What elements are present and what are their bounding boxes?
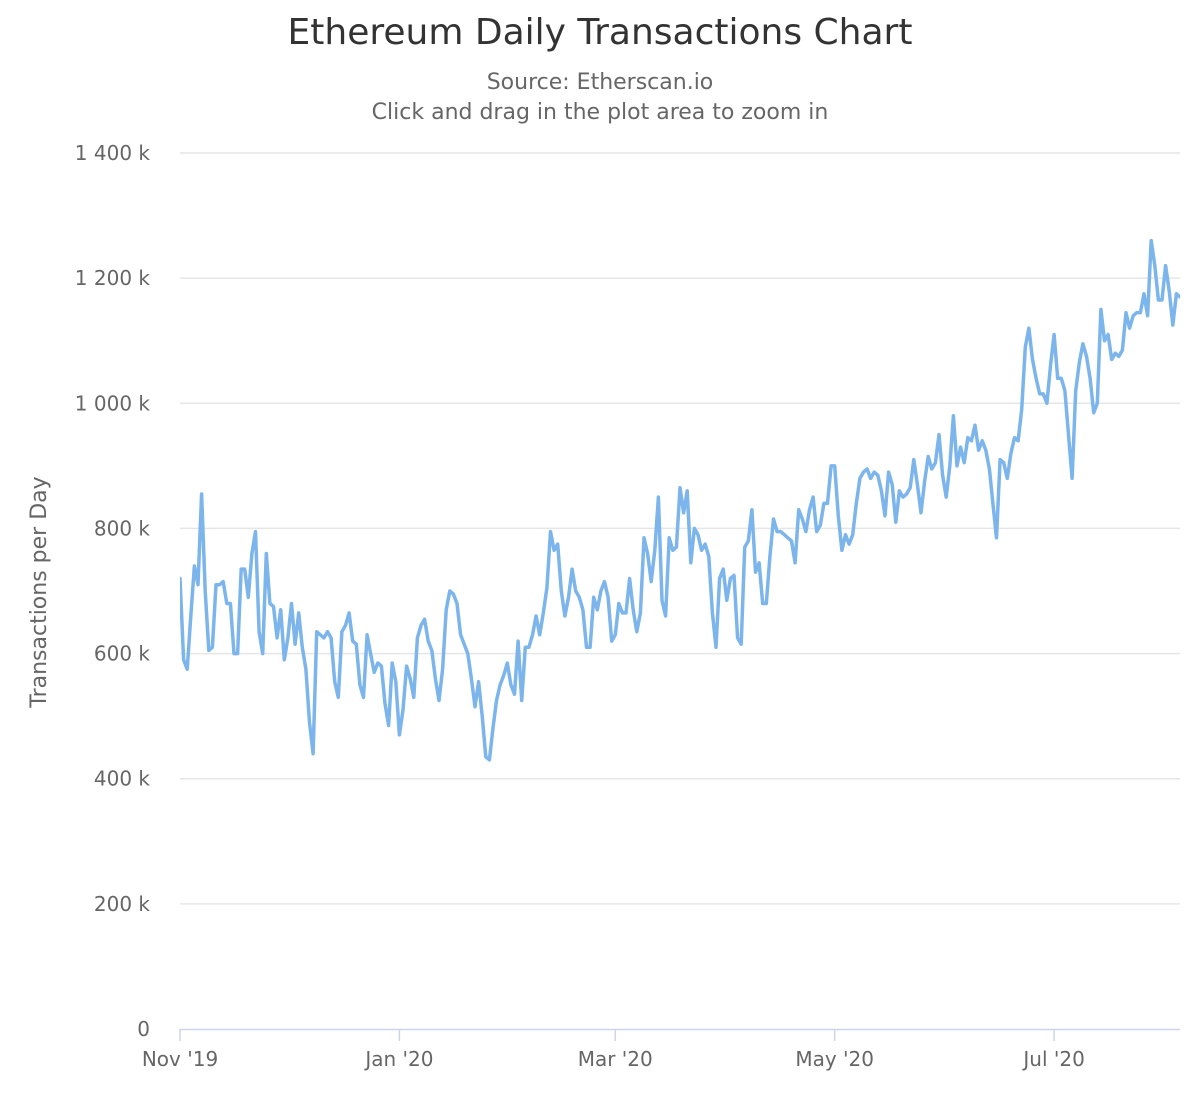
series-line[interactable] — [180, 238, 1180, 762]
x-tick-label: May '20 — [795, 1047, 874, 1071]
chart-subtitle-source: Source: Etherscan.io — [486, 70, 714, 95]
y-tick-label: 1 400 k — [75, 141, 151, 165]
y-tick-label: 400 k — [94, 767, 151, 791]
y-axis-title: Transactions per Day — [27, 476, 52, 708]
x-tick-label: Nov '19 — [142, 1047, 218, 1071]
y-tick-label: 200 k — [94, 892, 151, 916]
chart-title: Ethereum Daily Transactions Chart — [287, 12, 913, 53]
x-axis: Nov '19 Jan '20 Mar '20 May '20 Jul '20 — [142, 1028, 1180, 1071]
y-axis-tick-labels: 0 200 k 400 k 600 k 800 k 1 000 k 1 200 k 1 400… — [75, 141, 151, 1041]
y-tick-label: 600 k — [94, 642, 151, 666]
y-tick-label: 0 — [137, 1017, 150, 1041]
series-layer[interactable] — [180, 238, 1180, 762]
y-tick-label: 1 000 k — [75, 391, 151, 415]
x-tick-label: Jan '20 — [363, 1047, 433, 1071]
grid-lines — [180, 152, 1180, 905]
y-tick-label: 800 k — [94, 516, 151, 540]
chart-subtitle-zoom-hint: Click and drag in the plot area to zoom … — [371, 100, 829, 125]
x-tick-label: Mar '20 — [578, 1047, 653, 1071]
x-tick-label: Jul '20 — [1021, 1047, 1084, 1071]
y-tick-label: 1 200 k — [75, 266, 151, 290]
